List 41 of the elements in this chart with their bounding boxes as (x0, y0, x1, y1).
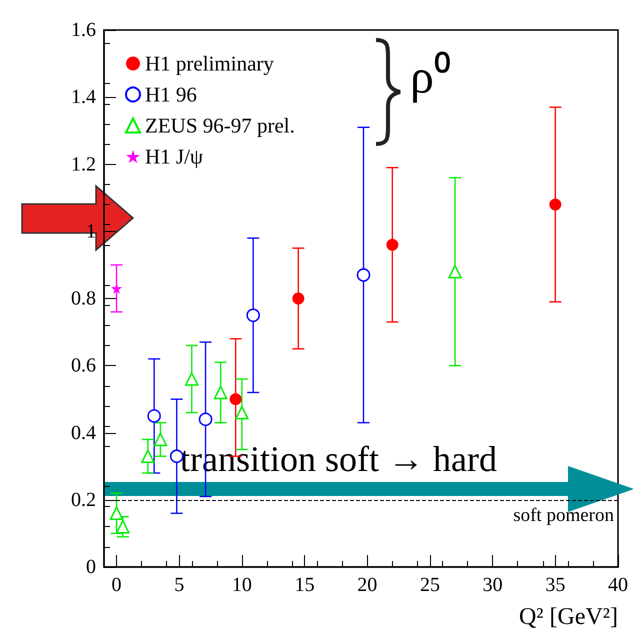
y-tick-label: 1.4 (71, 86, 96, 108)
x-tick-label: 0 (112, 574, 122, 596)
x-tick-label: 15 (294, 574, 315, 596)
point (292, 292, 304, 304)
x-axis-title: Q² [GeV²] (518, 604, 618, 630)
y-tick-label: 1.6 (71, 19, 96, 41)
point (230, 393, 242, 406)
y-tick-label: 0 (86, 556, 96, 578)
point (185, 372, 199, 386)
annotation: ρ⁰ (410, 50, 451, 104)
legend-label: H1 preliminary (145, 52, 274, 76)
point (141, 449, 155, 463)
ref-line-label: soft pomeron (513, 504, 614, 526)
point (549, 198, 562, 211)
point (356, 268, 370, 282)
point (448, 264, 462, 278)
x-tick-label: 25 (420, 574, 440, 596)
point (246, 308, 260, 322)
point (154, 432, 168, 446)
legend-label: H1 J/ψ (145, 144, 204, 168)
y-tick-label: 0.4 (71, 422, 96, 444)
point (170, 449, 184, 463)
y-tick-label: 0.8 (71, 288, 96, 310)
y-tick-label: 0.6 (71, 354, 96, 377)
point (198, 412, 212, 426)
x-tick-label: 30 (482, 574, 503, 596)
legend-label: ZEUS 96-97 prel. (145, 114, 295, 138)
y-tick-label: 0.2 (71, 488, 96, 511)
point (110, 506, 124, 520)
point (147, 409, 161, 423)
point (386, 238, 398, 251)
x-tick-label: 5 (174, 574, 184, 596)
x-tick-label: 20 (357, 574, 378, 596)
x-tick-label: 35 (545, 574, 566, 596)
legend-label: H1 96 (145, 82, 197, 106)
x-tick-label: 40 (608, 574, 628, 596)
x-tick-label: 10 (232, 574, 252, 596)
y-tick-label: 1.2 (71, 153, 96, 176)
point (116, 520, 130, 534)
point (235, 406, 249, 420)
point (214, 386, 228, 400)
